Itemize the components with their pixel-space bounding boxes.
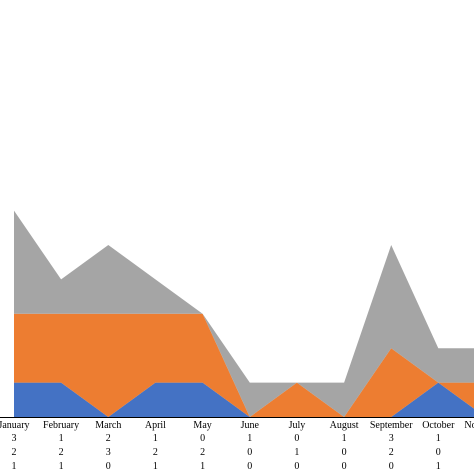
table-cell: 3 xyxy=(389,433,394,444)
table-cell: 0 xyxy=(294,461,299,472)
category-label: March xyxy=(95,420,121,431)
data-table: 312101013112232201020111011000010 xyxy=(12,433,441,472)
table-cell: 0 xyxy=(294,433,299,444)
category-label: February xyxy=(43,420,79,431)
table-cell: 2 xyxy=(106,433,111,444)
series-area-3 xyxy=(14,210,474,417)
table-cell: 1 xyxy=(342,433,347,444)
table-cell: 3 xyxy=(106,447,111,458)
table-cell: 3 xyxy=(12,433,17,444)
table-cell: 0 xyxy=(247,461,252,472)
table-cell: 1 xyxy=(294,447,299,458)
category-label: June xyxy=(241,420,260,431)
category-label: May xyxy=(193,420,211,431)
table-cell: 2 xyxy=(12,447,17,458)
table-cell: 2 xyxy=(389,447,394,458)
table-cell: 1 xyxy=(59,433,64,444)
category-label: November xyxy=(464,420,474,431)
table-cell: 0 xyxy=(436,447,441,458)
category-label: July xyxy=(289,420,306,431)
table-cell: 0 xyxy=(200,433,205,444)
category-label: April xyxy=(145,420,166,431)
table-cell: 0 xyxy=(389,461,394,472)
table-cell: 1 xyxy=(436,433,441,444)
table-cell: 0 xyxy=(342,461,347,472)
table-cell: 1 xyxy=(153,461,158,472)
series-areas xyxy=(14,210,474,417)
table-cell: 1 xyxy=(153,433,158,444)
category-label: January xyxy=(0,420,30,431)
category-label: September xyxy=(370,420,413,431)
table-cell: 1 xyxy=(59,461,64,472)
series-area-2 xyxy=(14,313,474,417)
table-cell: 2 xyxy=(153,447,158,458)
table-cell: 1 xyxy=(12,461,17,472)
table-cell: 2 xyxy=(59,447,64,458)
series-area-1 xyxy=(14,382,474,417)
table-cell: 0 xyxy=(247,447,252,458)
table-cell: 0 xyxy=(106,461,111,472)
category-labels: January February March April May June July Augu… xyxy=(0,420,474,431)
table-cell: 2 xyxy=(200,447,205,458)
table-cell: 1 xyxy=(247,433,252,444)
table-cell: 0 xyxy=(342,447,347,458)
table-cell: 1 xyxy=(200,461,205,472)
category-label: October xyxy=(422,420,455,431)
table-cell: 1 xyxy=(436,461,441,472)
category-label: August xyxy=(330,420,359,431)
